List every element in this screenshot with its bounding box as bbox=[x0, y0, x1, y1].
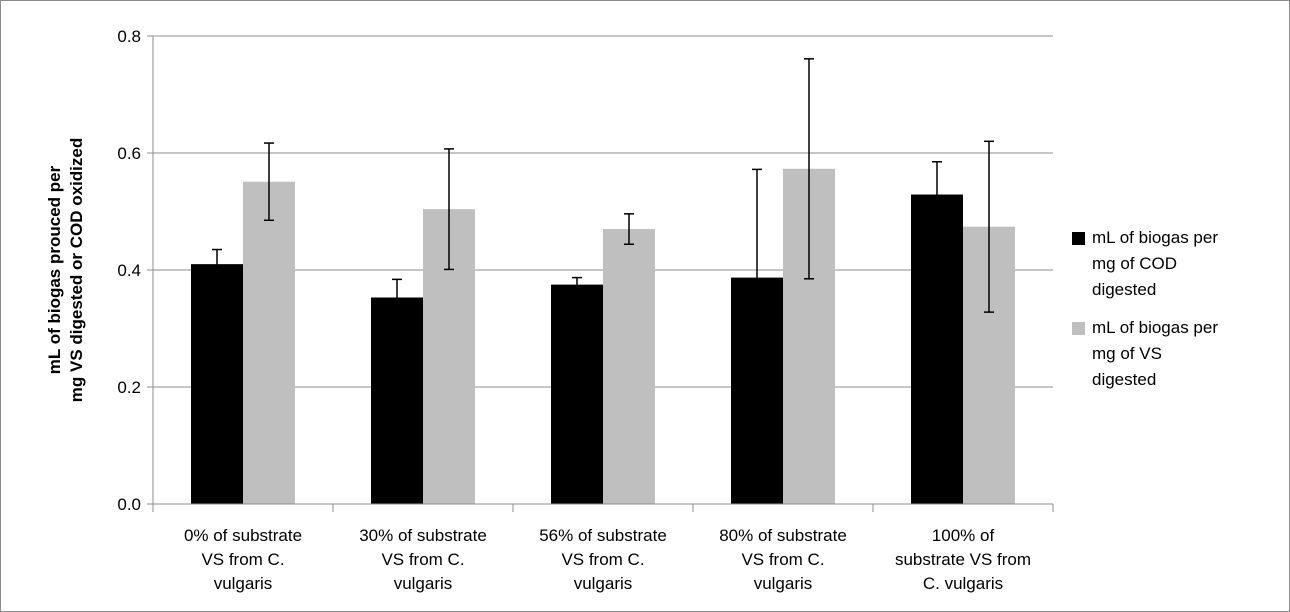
x-tick-label-line: 56% of substrate bbox=[539, 526, 667, 545]
x-tick-label: 30% of substrate VS from C. vulgaris bbox=[359, 526, 487, 593]
y-tick-label: 0.2 bbox=[117, 378, 141, 397]
legend-entry-line: mg of VS bbox=[1092, 344, 1162, 363]
x-tick-label-line: vulgaris bbox=[574, 574, 633, 593]
error-bars-layer bbox=[212, 58, 994, 387]
x-tick-label-line: vulgaris bbox=[754, 574, 813, 593]
bar bbox=[603, 229, 655, 505]
legend-entry-line: digested bbox=[1092, 280, 1156, 299]
x-tick-label: 80% of substrate VS from C. vulgaris bbox=[719, 526, 847, 593]
x-tick-label-line: VS from C. bbox=[741, 550, 824, 569]
x-tick-label-line: VS from C. bbox=[201, 550, 284, 569]
legend-entry-line: digested bbox=[1092, 370, 1156, 389]
labels-layer: 0.0 0.2 0.4 0.6 0.8 0% of substrate VS from C.… bbox=[45, 27, 1031, 593]
y-tick-label: 0.4 bbox=[117, 261, 141, 280]
y-axis-label-line: mL of biogas prouced per bbox=[45, 165, 64, 374]
legend-swatch bbox=[1072, 232, 1085, 245]
bar bbox=[371, 297, 423, 504]
x-tick-label-line: 30% of substrate bbox=[359, 526, 487, 545]
y-tick-label: 0.6 bbox=[117, 144, 141, 163]
x-tick-label-line: VS from C. bbox=[561, 550, 644, 569]
legend-entry-line: mL of biogas per bbox=[1092, 228, 1218, 247]
x-tick-label-line: 0% of substrate bbox=[184, 526, 302, 545]
bar bbox=[551, 284, 603, 504]
y-tick-label: 0.0 bbox=[117, 495, 141, 514]
x-tick-label-line: C. vulgaris bbox=[923, 574, 1003, 593]
y-tick-label: 0.8 bbox=[117, 27, 141, 46]
bar bbox=[911, 194, 963, 504]
x-tick-label: 56% of substrate VS from C. vulgaris bbox=[539, 526, 667, 593]
x-tick-label-line: vulgaris bbox=[394, 574, 453, 593]
x-tick-label: 100% of substrate VS from C. vulgaris bbox=[895, 526, 1031, 593]
axes-layer bbox=[147, 35, 1054, 512]
x-tick-label: 0% of substrate VS from C. vulgaris bbox=[184, 526, 302, 593]
bars-layer bbox=[191, 168, 1015, 505]
legend-entry-line: mL of biogas per bbox=[1092, 318, 1218, 337]
y-axis-label-line: mg VS digested or COD oxidized bbox=[67, 138, 86, 402]
x-tick-label-line: substrate VS from bbox=[895, 550, 1031, 569]
bar bbox=[191, 264, 243, 504]
legend-swatch bbox=[1072, 322, 1085, 335]
x-tick-label-line: 100% of bbox=[932, 526, 995, 545]
x-tick-label-line: 80% of substrate bbox=[719, 526, 847, 545]
x-tick-label-line: VS from C. bbox=[381, 550, 464, 569]
legend-entry: mL of biogas per mg of COD digested bbox=[1092, 228, 1218, 299]
legend-entry: mL of biogas per mg of VS digested bbox=[1092, 318, 1218, 389]
bar bbox=[243, 181, 295, 505]
x-tick-label-line: vulgaris bbox=[214, 574, 273, 593]
legend-entry-line: mg of COD bbox=[1092, 254, 1177, 273]
y-axis-label: mL of biogas prouced per mg VS digested o… bbox=[45, 138, 86, 402]
